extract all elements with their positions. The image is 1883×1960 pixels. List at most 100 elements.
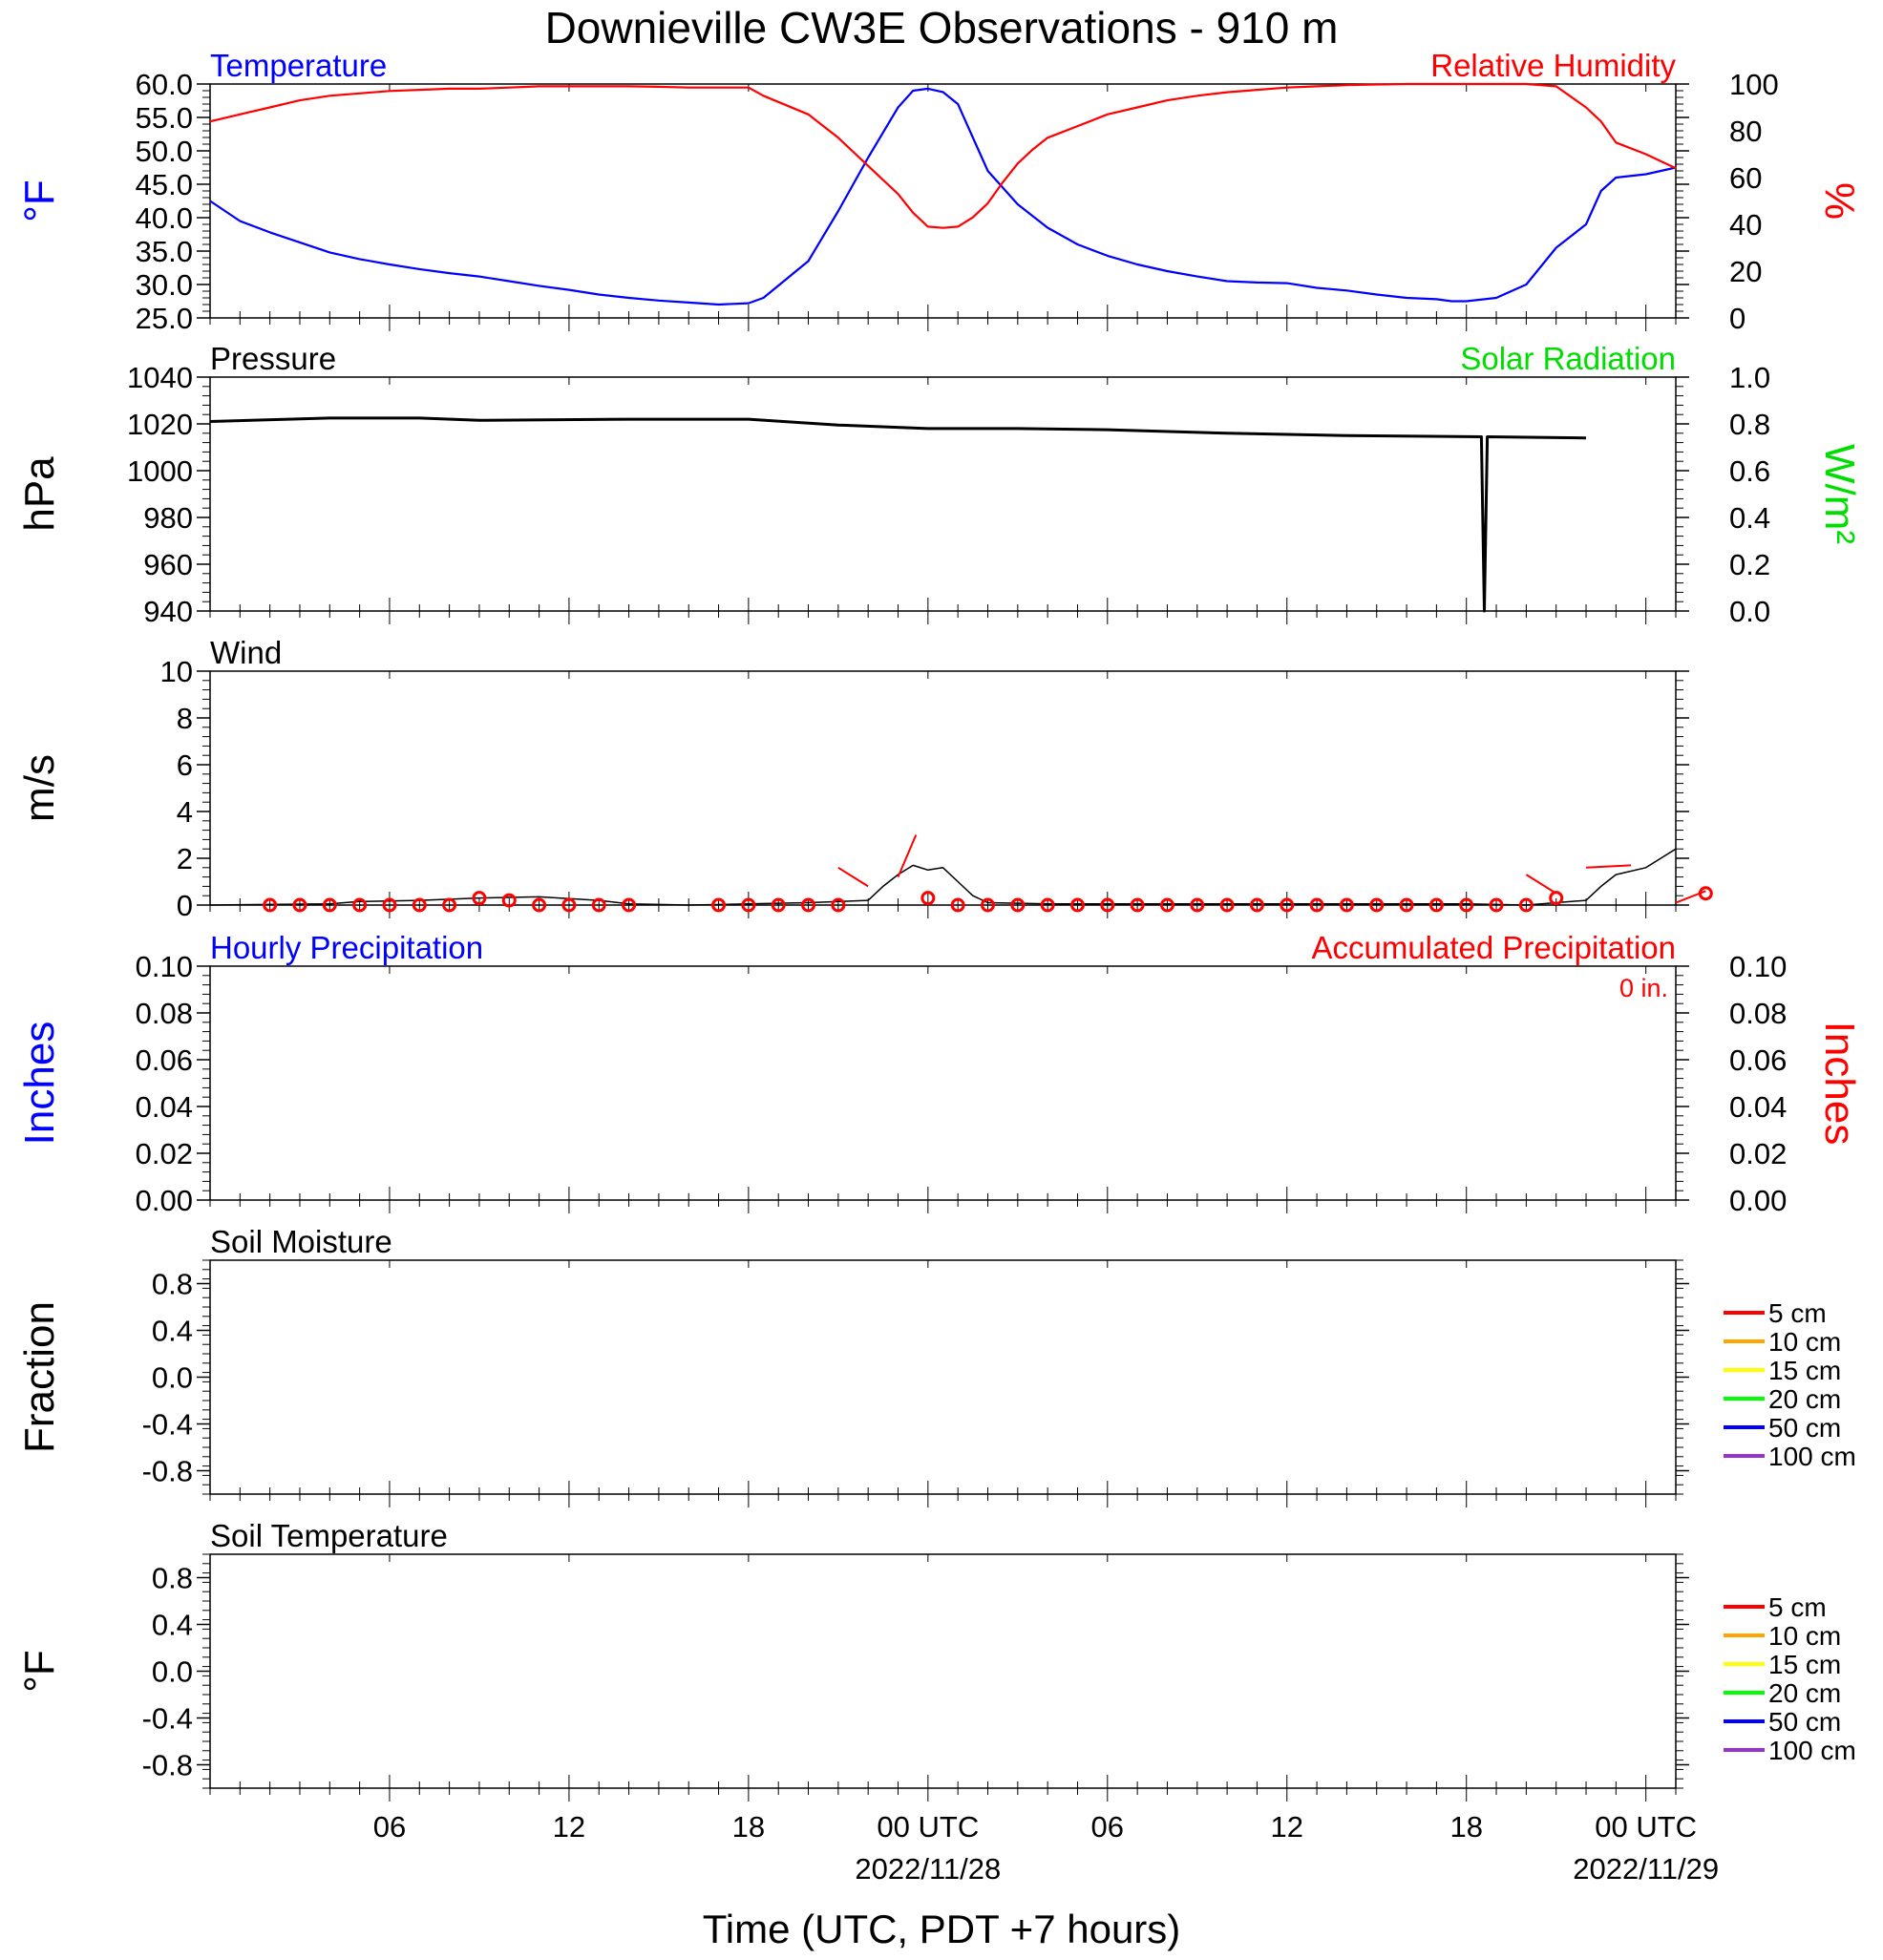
wind-marker: [831, 897, 846, 913]
right-tick-label: 40: [1729, 208, 1762, 242]
x-tick-date: 2022/11/29: [1573, 1852, 1719, 1886]
left-tick-label: 0.0: [152, 1361, 193, 1395]
right-tick-label: 0.6: [1729, 454, 1770, 488]
left-tick-label: 0.06: [136, 1043, 193, 1077]
left-tick-label: 0.10: [136, 950, 193, 983]
right-tick-label: 60: [1729, 161, 1762, 195]
panel-frame: [209, 376, 1677, 612]
left-tick-label: -0.4: [142, 1408, 193, 1442]
right-tick-label: 0.08: [1729, 997, 1787, 1030]
x-tick-label: 12: [553, 1810, 585, 1844]
right-tick-label: 0.00: [1729, 1184, 1787, 1217]
right-tick-label: 0: [1729, 302, 1745, 335]
wind-marker: [771, 897, 786, 913]
wind-marker: [1100, 897, 1115, 913]
right-tick-label: 0.10: [1729, 950, 1787, 983]
left-axis-label: °F: [16, 179, 63, 221]
wind-marker: [352, 897, 368, 913]
wind-marker: [1130, 897, 1145, 913]
wind-marker: [1219, 897, 1235, 913]
wind-marker: [591, 897, 606, 913]
left-tick-label: 25.0: [136, 302, 193, 335]
wind-marker: [532, 897, 547, 913]
left-axis-label: °F: [16, 1650, 63, 1692]
left-tick-label: 0.08: [136, 997, 193, 1030]
right-tick-label: 1.0: [1729, 361, 1770, 394]
wind-marker: [980, 897, 995, 913]
series-pressure: [209, 416, 1587, 613]
x-tick-label: 06: [373, 1810, 406, 1844]
wind-marker: [1309, 897, 1324, 913]
wind-marker: [561, 897, 577, 913]
wind-marker: [1069, 897, 1085, 913]
right-tick-label: 0.0: [1729, 595, 1770, 628]
panel-pressure-solar: 940 960 980 1000 1020 1040 0.0 0.2 0.4 0.6 0.8 1.0 P…: [16, 341, 1863, 628]
wind-marker: [501, 893, 517, 908]
panel-title-left: Pressure: [210, 341, 336, 376]
legend-label: 15 cm: [1768, 1356, 1841, 1385]
left-tick-label: 50.0: [136, 135, 193, 168]
x-tick-label: 18: [732, 1810, 765, 1844]
wind-marker: [1249, 897, 1264, 913]
legend-label: 20 cm: [1768, 1384, 1841, 1414]
right-tick-label: 0.2: [1729, 548, 1770, 581]
left-tick-label: -0.8: [142, 1455, 193, 1488]
left-tick-label: 10: [160, 655, 193, 688]
wind-marker: [322, 897, 337, 913]
legend-label: 5 cm: [1768, 1298, 1827, 1328]
panel-temp-rh: 25.030.035.040.045.050.055.060.0 0 20 40 60 8…: [16, 48, 1863, 335]
panels: 25.030.035.040.045.050.055.060.002040608…: [16, 48, 1863, 1802]
right-tick-label: 0.06: [1729, 1043, 1787, 1077]
x-tick-label: 06: [1091, 1810, 1124, 1844]
legend-label: 15 cm: [1768, 1650, 1841, 1679]
left-tick-label: 0.00: [136, 1184, 193, 1217]
legend-label: 20 cm: [1768, 1678, 1841, 1708]
panel-title-left: Hourly Precipitation: [210, 930, 483, 965]
wind-marker: [711, 897, 727, 913]
legend-label: 100 cm: [1768, 1736, 1856, 1765]
right-tick-label: 100: [1729, 68, 1779, 101]
left-tick-label: -0.4: [142, 1702, 193, 1736]
panel-soil-moisture: -0.8 -0.4 0.0 0.4 0.8 Soil Moisture Fraction 5 …: [16, 1224, 1856, 1507]
right-tick-label: 0.8: [1729, 408, 1770, 441]
left-tick-label: 8: [177, 702, 193, 735]
wind-marker: [382, 897, 397, 913]
panel-wind: 0 2 4 6 8 10 Wind m/s: [16, 635, 1713, 922]
left-tick-label: 960: [143, 548, 193, 581]
wind-marker: [442, 897, 457, 913]
x-tick-label: 12: [1271, 1810, 1303, 1844]
left-axis-label: m/s: [16, 754, 63, 822]
right-tick-label: 0.02: [1729, 1137, 1787, 1170]
left-tick-label: -0.8: [142, 1749, 193, 1782]
accumulated-total-note: 0 in.: [1619, 974, 1668, 1002]
wind-marker: [950, 897, 965, 913]
left-tick-label: 30.0: [136, 268, 193, 302]
wind-marker: [263, 897, 278, 913]
series-wind: [209, 848, 1677, 906]
wind-marker: [1040, 897, 1055, 913]
left-tick-label: 1000: [127, 454, 193, 488]
right-axis-label: W/m²: [1816, 444, 1863, 544]
wind-direction-barb: [837, 866, 869, 888]
wind-direction-barb: [1525, 874, 1557, 895]
panel-title-left: Soil Moisture: [210, 1224, 392, 1259]
x-tick-label: 18: [1449, 1810, 1482, 1844]
wind-marker: [1518, 897, 1534, 913]
left-axis-label: Inches: [16, 1022, 63, 1146]
legend-label: 10 cm: [1768, 1621, 1841, 1651]
left-tick-label: 45.0: [136, 168, 193, 201]
panel-frame: [209, 670, 1677, 906]
left-tick-label: 55.0: [136, 101, 193, 135]
panel-title-left: Wind: [210, 635, 282, 670]
wind-direction-barb: [1585, 864, 1632, 869]
right-tick-label: 80: [1729, 115, 1762, 148]
wind-marker: [1428, 897, 1444, 913]
wind-marker: [801, 897, 816, 913]
series-relative-humidity: [209, 82, 1677, 229]
panel-title-left: Soil Temperature: [210, 1518, 448, 1553]
x-axis-title: Time (UTC, PDT +7 hours): [703, 1907, 1181, 1951]
left-axis-label: Fraction: [16, 1301, 63, 1453]
left-tick-label: 6: [177, 748, 193, 782]
left-tick-label: 0.0: [152, 1655, 193, 1689]
